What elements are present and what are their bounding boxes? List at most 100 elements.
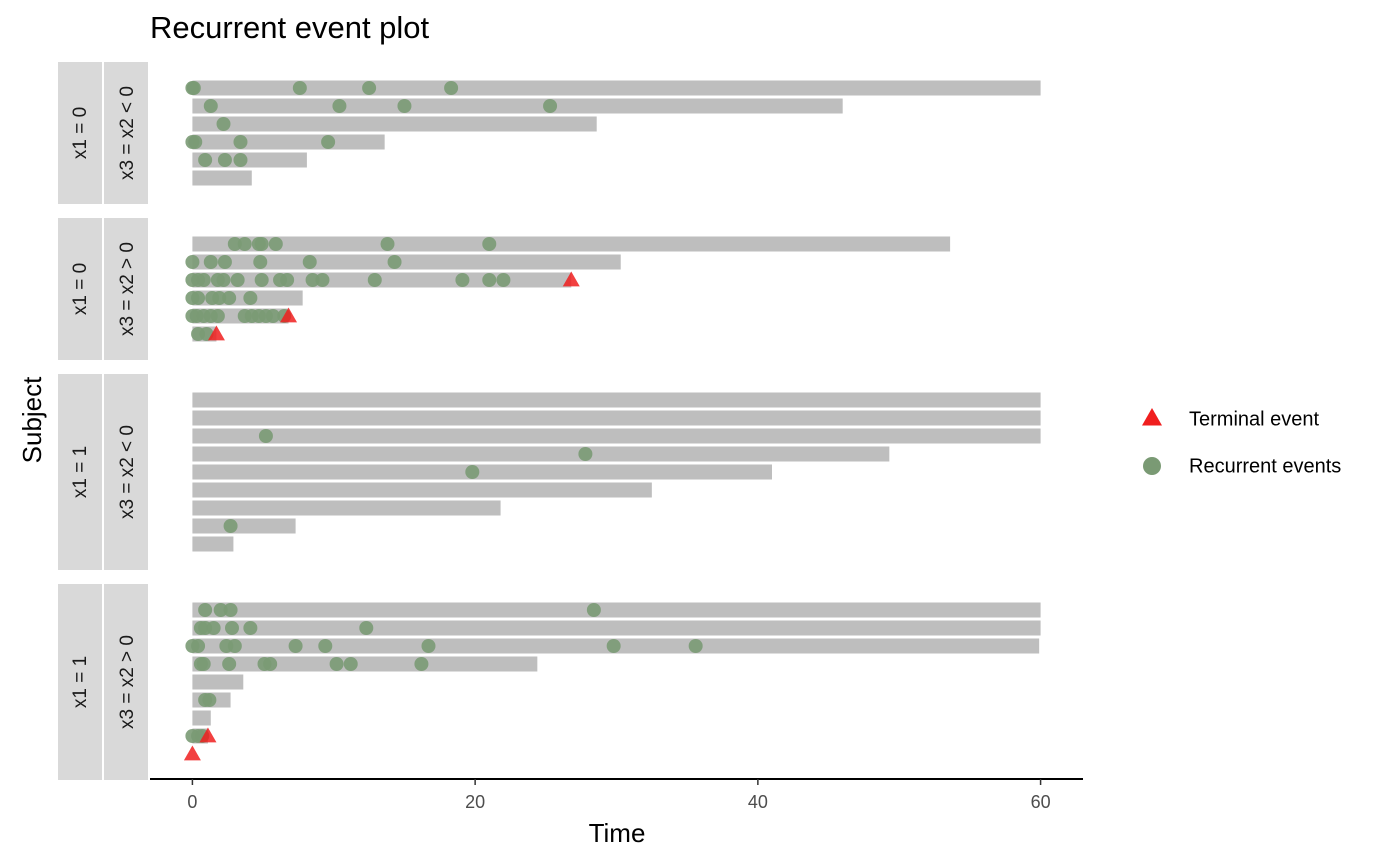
strip-label: x1 = 0 (70, 263, 91, 315)
recurrent-event (185, 255, 200, 269)
recurrent-event (688, 639, 703, 653)
strip-label: x1 = 1 (70, 446, 91, 498)
follow-up-bar (192, 170, 252, 186)
recurrent-event (224, 621, 239, 635)
strip (58, 62, 102, 204)
recurrent-event (543, 99, 558, 113)
follow-up-bar (192, 710, 211, 726)
follow-up-bar (192, 536, 234, 552)
follow-up-bar (192, 602, 1041, 618)
terminal-event (562, 271, 580, 287)
recurrent-event (191, 639, 206, 653)
recurrent-event (280, 273, 295, 287)
recurrent-event (210, 309, 225, 323)
follow-up-bar (192, 80, 1041, 96)
follow-up-bar (192, 254, 621, 270)
recurrent-event (332, 99, 347, 113)
recurrent-event (243, 621, 258, 635)
recurrent-event (362, 81, 377, 95)
follow-up-bar (192, 272, 572, 288)
recurrent-event (329, 657, 344, 671)
terminal-event (207, 325, 225, 341)
follow-up-bar (192, 236, 951, 252)
recurrent-event (496, 273, 511, 287)
recurrent-event (227, 237, 242, 251)
legend-symbol (1142, 408, 1162, 426)
recurrent-event (586, 603, 601, 617)
recurrent-event (216, 273, 231, 287)
strip (58, 584, 102, 780)
recurrent-event (482, 237, 497, 251)
legend-label: Terminal event (1189, 408, 1320, 430)
recurrent-event (203, 255, 218, 269)
strip-label: x3 = x2 < 0 (117, 86, 138, 180)
follow-up-bar (192, 674, 244, 690)
recurrent-event (243, 291, 258, 305)
recurrent-event (387, 255, 402, 269)
x-tick-label: 40 (748, 792, 768, 812)
recurrent-event (315, 273, 330, 287)
strip (104, 62, 148, 204)
strip (104, 584, 148, 780)
recurrent-event (359, 621, 374, 635)
recurrent-event (237, 237, 252, 251)
recurrent-event (455, 273, 470, 287)
recurrent-event (444, 81, 459, 95)
recurrent-event (253, 255, 268, 269)
strip (104, 218, 148, 360)
strip-label: x3 = x2 > 0 (117, 635, 138, 729)
recurrent-event (268, 237, 283, 251)
recurrent-event (198, 153, 213, 167)
recurrent-event (465, 465, 480, 479)
recurrent-event (186, 81, 201, 95)
x-tick-label: 60 (1031, 792, 1051, 812)
terminal-event (280, 307, 298, 323)
recurrent-event (222, 657, 237, 671)
recurrent-event (203, 99, 218, 113)
follow-up-bar (192, 134, 385, 150)
follow-up-bar (192, 518, 296, 534)
recurrent-event (421, 639, 436, 653)
recurrent-event (578, 447, 593, 461)
recurrent-event (288, 639, 303, 653)
follow-up-bar (192, 482, 652, 498)
recurrent-event (318, 639, 333, 653)
strip (104, 374, 148, 570)
recurrent-event (482, 273, 497, 287)
recurrent-event (265, 309, 280, 323)
follow-up-bar (192, 428, 1041, 444)
terminal-event (183, 745, 201, 761)
recurrent-event (343, 657, 358, 671)
follow-up-bar (192, 464, 773, 480)
y-axis-label: Subject (17, 376, 47, 463)
follow-up-bar (192, 98, 843, 114)
legend-symbol (1143, 457, 1161, 475)
recurrent-event (305, 273, 320, 287)
recurrent-event (254, 273, 269, 287)
recurrent-event (233, 153, 248, 167)
recurrent-event (414, 657, 429, 671)
recurrent-event (196, 273, 211, 287)
recurrent-event (227, 639, 242, 653)
recurrent-event (196, 657, 211, 671)
recurrent-event (223, 603, 238, 617)
strip (58, 374, 102, 570)
strip-label: x1 = 0 (70, 107, 91, 159)
terminal-event (199, 727, 217, 743)
recurrent-event (292, 81, 307, 95)
recurrent-event (191, 291, 206, 305)
recurrent-event (213, 603, 228, 617)
follow-up-bar (192, 620, 1041, 636)
recurrent-event (258, 429, 273, 443)
strip (58, 218, 102, 360)
strip-label: x3 = x2 < 0 (117, 425, 138, 519)
recurrent-event (233, 135, 248, 149)
x-tick-label: 0 (187, 792, 197, 812)
follow-up-bar (192, 392, 1041, 408)
recurrent-event (321, 135, 336, 149)
recurrent-event (217, 255, 232, 269)
recurrent-event (367, 273, 382, 287)
follow-up-bar (192, 656, 538, 672)
recurrent-event (380, 237, 395, 251)
